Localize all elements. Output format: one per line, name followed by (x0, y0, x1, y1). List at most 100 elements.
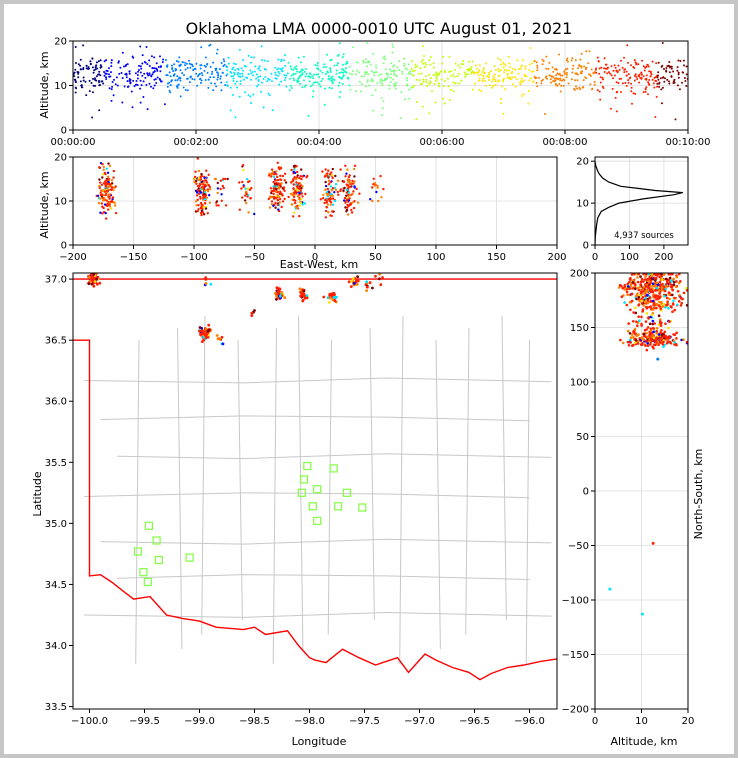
altitude-ns-point (655, 331, 658, 335)
ew-altitude-point (101, 205, 104, 208)
time-altitude-point (676, 66, 679, 69)
plan-view-source-point (216, 337, 220, 341)
time-altitude-point (352, 46, 355, 49)
ew-altitude-xlabel: East-West, km (280, 258, 358, 271)
source-count-annotation: 4,937 sources (614, 231, 674, 241)
time-altitude-point (117, 60, 120, 63)
altitude-ns-ytick-label: 100 (570, 378, 589, 389)
altitude-ns-ytick-label: 50 (576, 432, 589, 443)
time-altitude-point (448, 56, 451, 58)
time-altitude-point (207, 86, 210, 89)
time-altitude-point (421, 58, 424, 61)
ew-altitude-point (333, 186, 336, 189)
ew-altitude-point (224, 204, 228, 207)
time-altitude-point (646, 63, 649, 66)
time-altitude-point (191, 65, 194, 68)
time-altitude-point (661, 86, 664, 89)
altitude-ns-point (646, 299, 650, 303)
ew-altitude-point (274, 172, 277, 175)
time-altitude-point (524, 65, 527, 68)
time-altitude-point (640, 71, 643, 74)
time-altitude-point (249, 95, 252, 98)
time-altitude-point (638, 75, 641, 78)
time-altitude-point (216, 78, 219, 81)
time-altitude-point (601, 76, 604, 79)
altitude-ns-point (641, 288, 644, 291)
county-boundary (116, 453, 552, 460)
time-altitude-point (135, 80, 138, 82)
time-altitude-point (573, 87, 576, 90)
time-altitude-point (552, 70, 555, 73)
ew-altitude-point (111, 182, 114, 185)
altitude-ns-point (682, 338, 685, 342)
time-altitude-point (612, 77, 615, 80)
time-altitude-point (577, 67, 579, 70)
altitude-ns-point (625, 303, 629, 307)
ew-altitude-point (202, 181, 205, 184)
time-altitude-point (530, 77, 532, 80)
time-altitude-point (604, 63, 607, 66)
ew-altitude-point (297, 185, 300, 188)
altitude-ns-point (617, 286, 621, 289)
altitude-ns-point (668, 276, 672, 280)
time-altitude-point (189, 66, 192, 69)
time-altitude-point (408, 97, 411, 100)
time-altitude-point (346, 62, 349, 65)
time-altitude-point (215, 85, 218, 88)
ew-altitude-point (246, 177, 249, 181)
time-altitude-point (365, 61, 368, 64)
time-altitude-point (499, 69, 502, 72)
plan-view-source-point (88, 275, 91, 279)
time-altitude-point (226, 69, 228, 72)
time-altitude-point (96, 67, 99, 70)
time-altitude-point (394, 74, 397, 77)
time-altitude-point (406, 79, 409, 82)
time-altitude-point (500, 102, 503, 105)
time-altitude-point (502, 79, 505, 81)
time-altitude-point (585, 50, 588, 53)
time-altitude-point (266, 80, 269, 83)
time-altitude-point (598, 67, 601, 70)
time-altitude-point (169, 91, 172, 94)
time-altitude-point (341, 63, 344, 66)
altitude-ns-ytick-label: −100 (562, 596, 589, 607)
time-altitude-point (520, 95, 523, 97)
altitude-histogram-ytick-label: 10 (576, 199, 589, 210)
time-altitude-point (517, 72, 520, 75)
time-altitude-point (507, 69, 510, 72)
time-altitude-point (558, 72, 561, 75)
time-altitude-point (296, 79, 299, 82)
plan-view-source-point (305, 294, 309, 297)
altitude-histogram-line (594, 161, 683, 246)
ew-altitude-xtick-label: 0 (312, 252, 318, 263)
time-altitude-point (654, 76, 657, 79)
time-altitude-point (277, 70, 280, 73)
ew-altitude-point (110, 207, 113, 210)
plan-view-source-point (276, 292, 280, 295)
time-altitude-point (341, 68, 344, 71)
time-altitude-point (474, 64, 477, 67)
time-altitude-point (404, 67, 407, 70)
time-altitude-point (73, 78, 76, 81)
time-altitude-point (237, 71, 240, 74)
time-altitude-point (647, 93, 649, 96)
time-altitude-point (685, 73, 688, 76)
time-altitude-point (603, 57, 606, 60)
time-altitude-point (492, 85, 495, 87)
time-altitude-point (639, 77, 642, 80)
time-altitude-point (550, 81, 552, 84)
time-altitude-point (98, 70, 101, 73)
altitude-ns-point (608, 587, 612, 591)
time-altitude-point (244, 91, 247, 94)
time-altitude-point (565, 76, 568, 79)
time-altitude-point (443, 69, 446, 72)
time-altitude-point (309, 72, 311, 75)
time-altitude-point (293, 79, 296, 82)
time-altitude-point (407, 63, 410, 66)
time-altitude-point (549, 78, 552, 81)
time-altitude-point (250, 56, 253, 59)
ew-altitude-point (323, 175, 327, 178)
ew-altitude-point (328, 173, 332, 176)
time-altitude-point (120, 72, 123, 74)
ew-altitude-xtick-label: −200 (59, 252, 86, 263)
